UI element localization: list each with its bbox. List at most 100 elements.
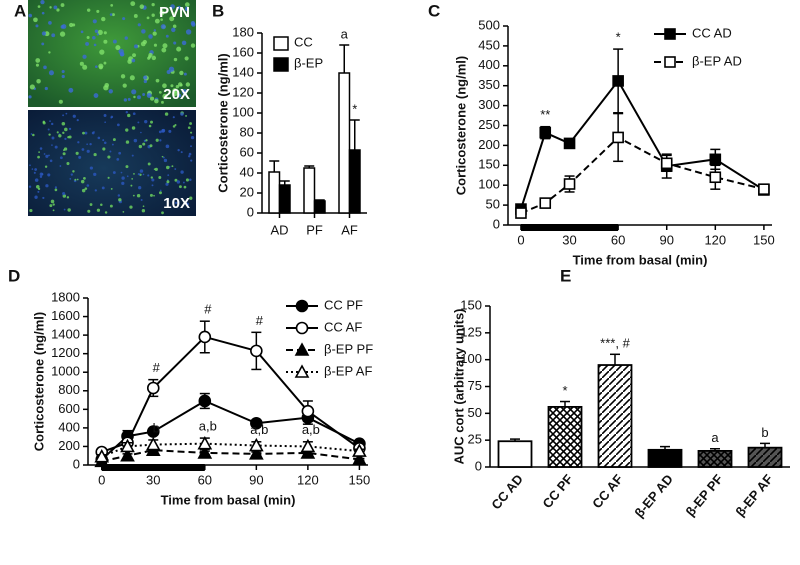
x-tick-label: β-EP AD (631, 471, 675, 520)
annotation: # (153, 360, 161, 375)
cell (185, 178, 189, 182)
marker (295, 321, 309, 335)
cell (50, 199, 55, 204)
y-tick-label: 150 (478, 157, 500, 172)
cell (182, 181, 185, 184)
x-tick-label: CC AF (589, 471, 626, 511)
cell (154, 167, 158, 171)
cell (54, 145, 58, 149)
cell (185, 202, 189, 206)
cell (52, 203, 55, 206)
y-tick-label: 180 (232, 24, 254, 39)
marker (539, 197, 552, 209)
y-tick-label: 100 (478, 177, 500, 192)
cell (176, 180, 181, 184)
cell (181, 88, 187, 95)
cell (87, 209, 91, 213)
cell (67, 136, 70, 139)
cell (82, 131, 85, 135)
y-tick-label: 140 (232, 64, 254, 79)
bar (597, 364, 633, 468)
panel-letter: B (212, 1, 224, 20)
cell (174, 168, 177, 170)
cell (51, 136, 55, 140)
series-line (101, 449, 360, 463)
legend-label: CC PF (324, 297, 363, 312)
cell (118, 151, 122, 155)
y-tick-label: 20 (240, 184, 254, 199)
marker (250, 416, 263, 430)
cell (162, 83, 167, 89)
cell (173, 57, 178, 62)
y-tick-label: 100 (460, 351, 482, 366)
y-tick-label: 120 (232, 84, 254, 99)
cell (137, 121, 140, 124)
cell (92, 19, 97, 24)
cell (122, 83, 127, 88)
cell (83, 176, 86, 180)
y-tick-label: 200 (478, 137, 500, 152)
cell (103, 85, 109, 91)
error-bar (339, 44, 350, 73)
x-tick-label: 0 (98, 472, 105, 487)
cell (165, 144, 170, 149)
cell (184, 2, 190, 7)
cell (92, 35, 96, 40)
cell (56, 8, 60, 12)
cell (85, 41, 90, 46)
cell (81, 188, 86, 193)
cell (28, 13, 33, 18)
cell (31, 168, 34, 170)
cell (37, 190, 40, 193)
error-bar (510, 438, 520, 442)
cell (145, 139, 148, 142)
cell (123, 98, 128, 102)
cell (136, 193, 141, 198)
error-bar (760, 442, 770, 448)
cell (101, 16, 106, 22)
cell (164, 112, 169, 116)
speckles (28, 0, 196, 215)
legend-label: CC AD (692, 25, 732, 40)
cell (173, 41, 177, 45)
cell (148, 52, 153, 58)
cell (179, 70, 184, 76)
cell (51, 144, 53, 146)
cell (170, 84, 174, 88)
bar (348, 149, 361, 214)
cell (171, 27, 176, 33)
cell (127, 59, 132, 64)
cell (112, 138, 116, 142)
cell (168, 129, 172, 133)
cell (149, 193, 153, 197)
cell (98, 63, 104, 69)
marker (250, 344, 263, 358)
cell (133, 13, 138, 18)
cell (49, 159, 53, 163)
x-tick-label: PF (306, 222, 323, 237)
cell (158, 176, 162, 180)
cell (143, 75, 148, 80)
cell (189, 178, 192, 182)
cell (59, 31, 66, 37)
cell (48, 154, 50, 157)
cell (69, 177, 72, 180)
bar (547, 405, 583, 468)
cell (80, 179, 85, 184)
bar (697, 449, 733, 468)
cell (62, 114, 65, 117)
annotation: a,b (250, 422, 268, 437)
cell (190, 159, 193, 162)
cell (154, 98, 159, 104)
cell (93, 152, 97, 157)
cell (143, 79, 147, 84)
y-axis-title: AUC cort (arbitrary units) (451, 308, 466, 464)
cell (66, 161, 70, 166)
marker (563, 178, 576, 190)
cell (66, 196, 70, 199)
marker (539, 126, 552, 139)
cell (51, 122, 54, 126)
cell (188, 152, 192, 156)
cell (166, 180, 170, 184)
